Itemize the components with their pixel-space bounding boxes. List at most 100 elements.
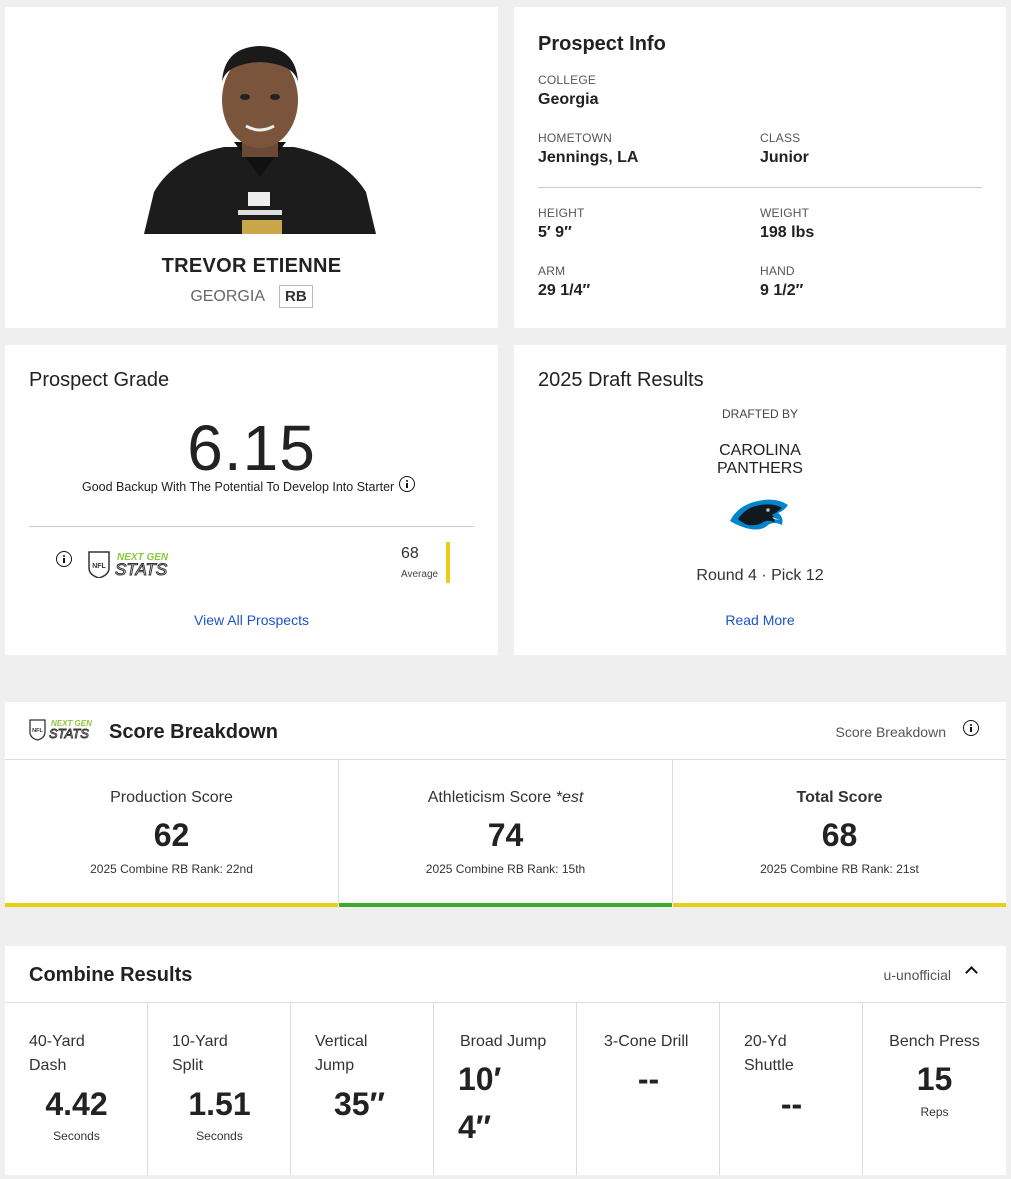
- drill-unit: Reps: [920, 1105, 949, 1119]
- unofficial-label[interactable]: u-unofficial: [883, 967, 951, 983]
- drill-broad-jump: Broad Jump 10′ 4″: [434, 1003, 577, 1175]
- prospect-info-card: Prospect Info COLLEGE Georgia HOMETOWN J…: [514, 7, 1006, 328]
- prospect-info-title: Prospect Info: [538, 33, 666, 55]
- nfl-next-gen-stats-logo: NFL NEXT GEN STATS: [87, 548, 187, 583]
- team-name-line1: CAROLINA: [719, 442, 801, 459]
- drill-label-line1: Vertical: [315, 1033, 368, 1050]
- arm-field: ARM 29 1/4″: [538, 264, 590, 300]
- hometown-field: HOMETOWN Jennings, LA: [538, 131, 638, 167]
- combine-results-title: Combine Results: [29, 964, 193, 986]
- drill-label-line1: 40-Yard: [29, 1033, 85, 1050]
- ngs-score-bar: [446, 542, 450, 583]
- svg-text:NFL: NFL: [92, 563, 106, 570]
- score-breakdown-toggle-label[interactable]: Score Breakdown: [835, 724, 946, 740]
- production-score-rank: 2025 Combine RB Rank: 22nd: [90, 862, 253, 876]
- drill-value: --: [637, 1061, 660, 1097]
- drill-label: Broad Jump: [460, 1033, 547, 1050]
- score-breakdown-title: Score Breakdown: [109, 721, 278, 743]
- production-score-cell: Production Score 62 2025 Combine RB Rank…: [5, 760, 338, 907]
- drill-value-line1: 10′: [458, 1061, 502, 1097]
- athleticism-score-rank: 2025 Combine RB Rank: 15th: [425, 862, 586, 876]
- drill-value: 1.51: [188, 1086, 251, 1122]
- weight-value: 198 lbs: [760, 224, 815, 241]
- total-score-bar: [673, 903, 1006, 907]
- college-field: COLLEGE Georgia: [538, 73, 598, 109]
- draft-results-title: 2025 Draft Results: [538, 369, 704, 391]
- hand-label: HAND: [760, 264, 795, 278]
- score-breakdown-info-icon[interactable]: [963, 720, 979, 736]
- team-name-line2: PANTHERS: [717, 460, 803, 477]
- drill-bench-press: Bench Press 15 Reps: [863, 1003, 1006, 1175]
- position-badge: RB: [279, 285, 313, 308]
- drill-unit: Seconds: [196, 1129, 243, 1143]
- drill-label-line1: 10-Yard: [172, 1033, 228, 1050]
- prospect-grade-card: Prospect Grade 6.15 Good Backup With The…: [5, 345, 498, 655]
- drill-label-line1: 20-Yd: [744, 1033, 787, 1050]
- height-field: HEIGHT 5′ 9″: [538, 206, 585, 242]
- score-divider: [672, 760, 673, 903]
- player-card: TREVOR ETIENNE GEORGIA RB: [5, 7, 498, 328]
- athleticism-score-title: Athleticism Score: [427, 789, 552, 806]
- arm-label: ARM: [538, 264, 566, 278]
- chevron-up-icon[interactable]: [965, 966, 978, 979]
- score-breakdown-header: NFL NEXT GEN STATS Score Breakdown Score…: [5, 702, 1006, 760]
- production-score-title: Production Score: [110, 789, 233, 806]
- drill-3-cone: 3-Cone Drill --: [577, 1003, 720, 1175]
- weight-label: WEIGHT: [760, 206, 810, 220]
- drill-label: 10-Yard Split: [172, 1030, 228, 1078]
- class-value: Junior: [760, 149, 809, 166]
- drill-label-line2: Split: [172, 1057, 204, 1074]
- view-all-prospects-link[interactable]: View All Prospects: [194, 612, 309, 628]
- sb-logo-line2: STATS: [49, 726, 89, 741]
- height-value: 5′ 9″: [538, 224, 572, 241]
- athleticism-score-est: *est: [555, 789, 584, 806]
- grade-divider: [29, 526, 474, 527]
- total-score-cell: Total Score 68 2025 Combine RB Rank: 21s…: [673, 760, 1006, 907]
- hometown-value: Jennings, LA: [538, 149, 639, 166]
- weight-field: WEIGHT 198 lbs: [760, 206, 814, 242]
- hand-value: 9 1/2″: [760, 282, 804, 299]
- svg-text:NFL: NFL: [32, 728, 43, 734]
- ngs-score-label: Average: [401, 569, 439, 580]
- college-value: Georgia: [538, 91, 599, 108]
- drill-value: 15: [916, 1061, 953, 1097]
- arm-value: 29 1/4″: [538, 282, 591, 299]
- panthers-logo-icon[interactable]: [728, 495, 792, 540]
- athleticism-score-bar: [339, 903, 672, 907]
- ngs-info-icon[interactable]: [56, 551, 72, 567]
- grade-description: Good Backup With The Potential To Develo…: [82, 480, 395, 494]
- sb-logo-line1: NEXT GEN: [51, 719, 92, 728]
- read-more-link[interactable]: Read More: [725, 612, 795, 628]
- prospect-grade-title: Prospect Grade: [29, 369, 170, 391]
- info-divider: [538, 187, 982, 188]
- score-breakdown-card: NFL NEXT GEN STATS Score Breakdown Score…: [5, 702, 1006, 907]
- athleticism-score-title-line: Athleticism Score *est: [339, 789, 672, 807]
- ngs-logo-line1: NEXT GEN: [117, 552, 169, 563]
- hand-field: HAND 9 1/2″: [760, 264, 803, 300]
- drill-unit: Seconds: [53, 1129, 100, 1143]
- athleticism-score-cell: Athleticism Score *est 74 2025 Combine R…: [339, 760, 672, 907]
- ngs-logo-icon: NFL NEXT GEN STATS: [29, 717, 105, 746]
- player-school-line: GEORGIA RB: [5, 285, 498, 308]
- production-score-value: 62: [153, 817, 190, 853]
- drill-40-yard-dash: 40-Yard Dash 4.42 Seconds: [5, 1003, 148, 1175]
- drill-label: 20-Yd Shuttle: [744, 1030, 794, 1078]
- total-score-value: 68: [821, 817, 858, 853]
- player-name: TREVOR ETIENNE: [161, 255, 342, 277]
- player-school: GEORGIA: [190, 288, 265, 305]
- production-score-bar: [5, 903, 338, 907]
- drill-label: Vertical Jump: [315, 1030, 367, 1078]
- total-score-rank: 2025 Combine RB Rank: 21st: [760, 862, 919, 876]
- college-label: COLLEGE: [538, 73, 597, 87]
- hometown-label: HOMETOWN: [538, 131, 613, 145]
- combine-results-card: Combine Results u-unofficial 40-Yard Dash…: [5, 946, 1006, 1175]
- drill-10-yard-split: 10-Yard Split 1.51 Seconds: [148, 1003, 291, 1175]
- athleticism-score-value: 74: [487, 817, 524, 853]
- drill-20-yd-shuttle: 20-Yd Shuttle --: [720, 1003, 863, 1175]
- drill-label-line2: Dash: [29, 1057, 67, 1074]
- player-photo: [144, 42, 376, 234]
- round-pick: Round 4 · Pick 12: [696, 567, 824, 584]
- grade-info-icon[interactable]: [399, 476, 415, 492]
- team-name: CAROLINA PANTHERS: [514, 442, 1006, 478]
- drill-vertical-jump: Vertical Jump 35″: [291, 1003, 434, 1175]
